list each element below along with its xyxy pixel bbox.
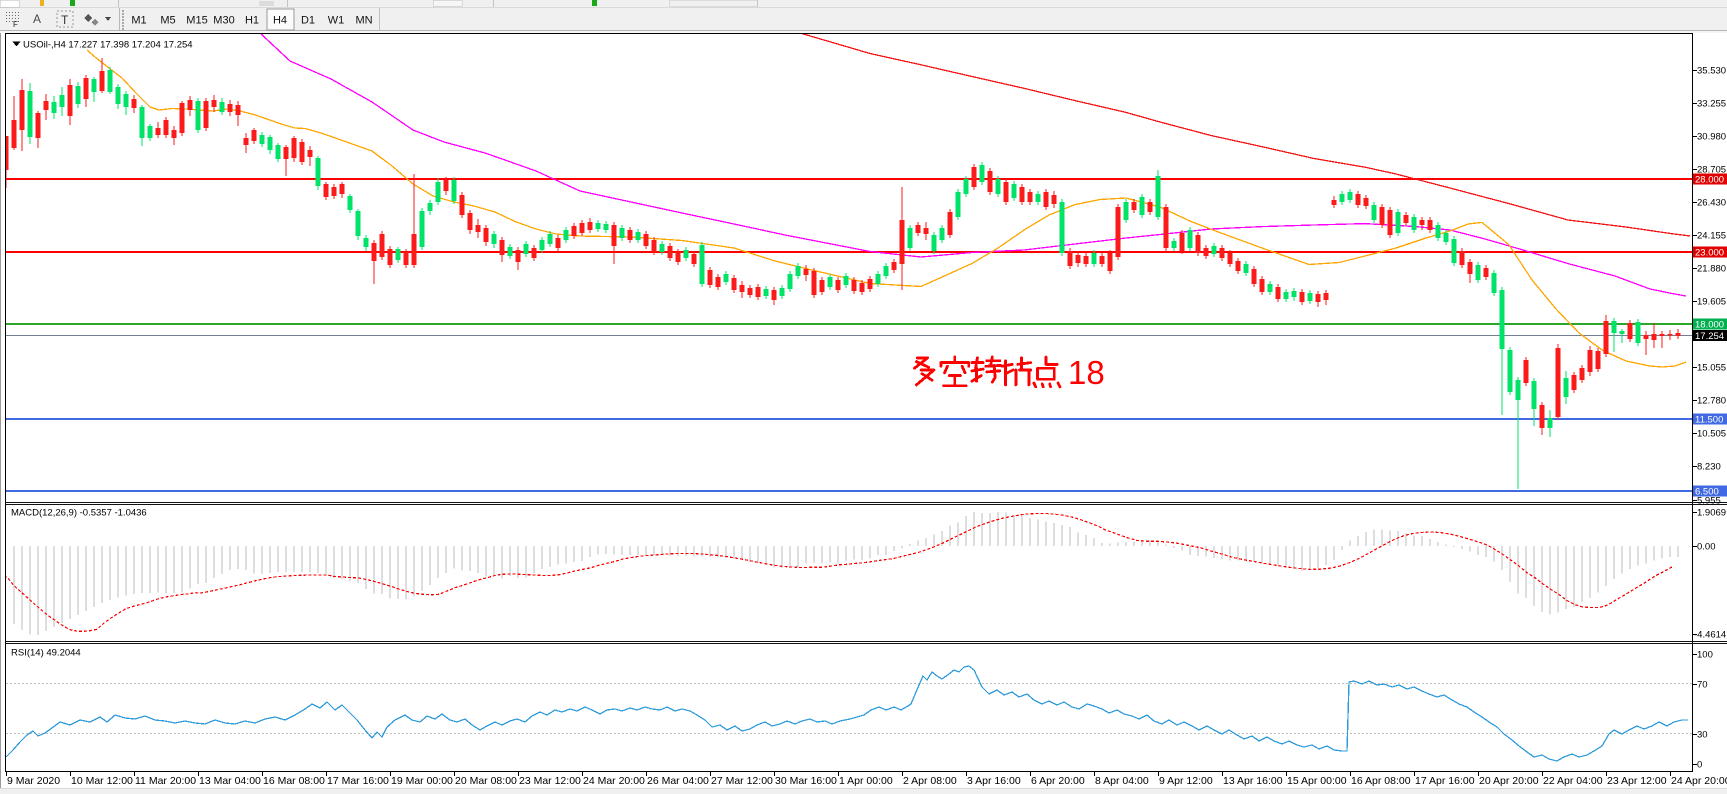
svg-text:100: 100 — [1697, 650, 1713, 661]
svg-text:10 Mar 12:00: 10 Mar 12:00 — [71, 775, 133, 787]
svg-text:11.500: 11.500 — [1695, 415, 1723, 426]
svg-text:W1: W1 — [328, 15, 345, 27]
svg-text:17.254: 17.254 — [1695, 331, 1724, 342]
svg-text:D1: D1 — [301, 15, 315, 27]
svg-text:27 Mar 12:00: 27 Mar 12:00 — [711, 775, 773, 787]
svg-text:23.000: 23.000 — [1695, 248, 1724, 259]
svg-text:23 Mar 12:00: 23 Mar 12:00 — [519, 775, 581, 787]
svg-text:8.230: 8.230 — [1697, 462, 1721, 473]
svg-text:19.605: 19.605 — [1697, 297, 1726, 308]
svg-text:12.780: 12.780 — [1697, 396, 1726, 407]
svg-text:5.955: 5.955 — [1697, 496, 1721, 507]
svg-text:28.705: 28.705 — [1697, 165, 1726, 176]
svg-text:M5: M5 — [160, 15, 175, 27]
svg-text:MN: MN — [355, 15, 372, 27]
svg-text:9 Apr 12:00: 9 Apr 12:00 — [1159, 775, 1213, 787]
svg-text:0: 0 — [1697, 760, 1702, 771]
svg-text:26 Mar 04:00: 26 Mar 04:00 — [647, 775, 709, 787]
svg-text:MACD(12,26,9) -0.5357 -1.0436: MACD(12,26,9) -0.5357 -1.0436 — [11, 508, 147, 519]
svg-text:35.530: 35.530 — [1697, 66, 1726, 77]
svg-text:9 Mar 2020: 9 Mar 2020 — [7, 775, 60, 787]
svg-text:6 Apr 20:00: 6 Apr 20:00 — [1031, 775, 1085, 787]
svg-text:18: 18 — [1068, 354, 1105, 391]
svg-text:22 Apr 04:00: 22 Apr 04:00 — [1543, 775, 1603, 787]
svg-text:-4.4614: -4.4614 — [1694, 630, 1726, 641]
svg-text:30 Mar 16:00: 30 Mar 16:00 — [775, 775, 837, 787]
svg-text:19 Mar 00:00: 19 Mar 00:00 — [391, 775, 453, 787]
svg-text:17 Apr 16:00: 17 Apr 16:00 — [1415, 775, 1475, 787]
svg-text:15 Apr 00:00: 15 Apr 00:00 — [1287, 775, 1347, 787]
svg-text:F: F — [13, 20, 18, 29]
svg-text:13 Mar 04:00: 13 Mar 04:00 — [199, 775, 261, 787]
svg-text:M15: M15 — [186, 15, 207, 27]
svg-text:20 Apr 20:00: 20 Apr 20:00 — [1479, 775, 1539, 787]
svg-text:13 Apr 16:00: 13 Apr 16:00 — [1223, 775, 1283, 787]
svg-text:1.9069: 1.9069 — [1697, 508, 1726, 519]
svg-text:3 Apr 16:00: 3 Apr 16:00 — [967, 775, 1021, 787]
svg-text:33.255: 33.255 — [1697, 99, 1726, 110]
svg-text:H1: H1 — [245, 15, 259, 27]
svg-text:17 Mar 16:00: 17 Mar 16:00 — [327, 775, 389, 787]
svg-text:H4: H4 — [273, 15, 287, 27]
svg-text:10.505: 10.505 — [1697, 429, 1726, 440]
svg-text:23 Apr 12:00: 23 Apr 12:00 — [1607, 775, 1667, 787]
svg-text:30: 30 — [1697, 730, 1708, 741]
svg-text:24 Apr 20:00: 24 Apr 20:00 — [1671, 775, 1727, 787]
svg-text:6.500: 6.500 — [1695, 487, 1719, 498]
svg-text:USOil-,H4 17.227 17.398 17.20: USOil-,H4 17.227 17.398 17.204 17.254 — [23, 40, 193, 51]
svg-text:28.000: 28.000 — [1695, 175, 1724, 186]
svg-text:RSI(14) 49.2044: RSI(14) 49.2044 — [11, 648, 81, 659]
svg-text:21.880: 21.880 — [1697, 264, 1726, 275]
svg-text:8 Apr 04:00: 8 Apr 04:00 — [1095, 775, 1149, 787]
svg-text:70: 70 — [1697, 680, 1708, 691]
svg-text:0.00: 0.00 — [1697, 542, 1716, 553]
svg-text:11 Mar 20:00: 11 Mar 20:00 — [135, 775, 196, 787]
svg-text:15.055: 15.055 — [1697, 363, 1726, 374]
svg-text:20 Mar 08:00: 20 Mar 08:00 — [455, 775, 517, 787]
svg-text:M1: M1 — [131, 15, 146, 27]
svg-text:24.155: 24.155 — [1697, 231, 1726, 242]
svg-text:16 Apr 08:00: 16 Apr 08:00 — [1351, 775, 1411, 787]
svg-text:M30: M30 — [213, 15, 234, 27]
svg-text:1 Apr 00:00: 1 Apr 00:00 — [839, 775, 893, 787]
svg-text:16 Mar 08:00: 16 Mar 08:00 — [263, 775, 325, 787]
svg-text:26.430: 26.430 — [1697, 198, 1726, 209]
svg-text:2 Apr 08:00: 2 Apr 08:00 — [903, 775, 957, 787]
svg-text:18.000: 18.000 — [1695, 320, 1724, 331]
svg-text:30.980: 30.980 — [1697, 132, 1726, 143]
svg-text:A: A — [33, 12, 41, 26]
svg-text:T: T — [61, 13, 69, 27]
svg-text:24 Mar 20:00: 24 Mar 20:00 — [583, 775, 645, 787]
